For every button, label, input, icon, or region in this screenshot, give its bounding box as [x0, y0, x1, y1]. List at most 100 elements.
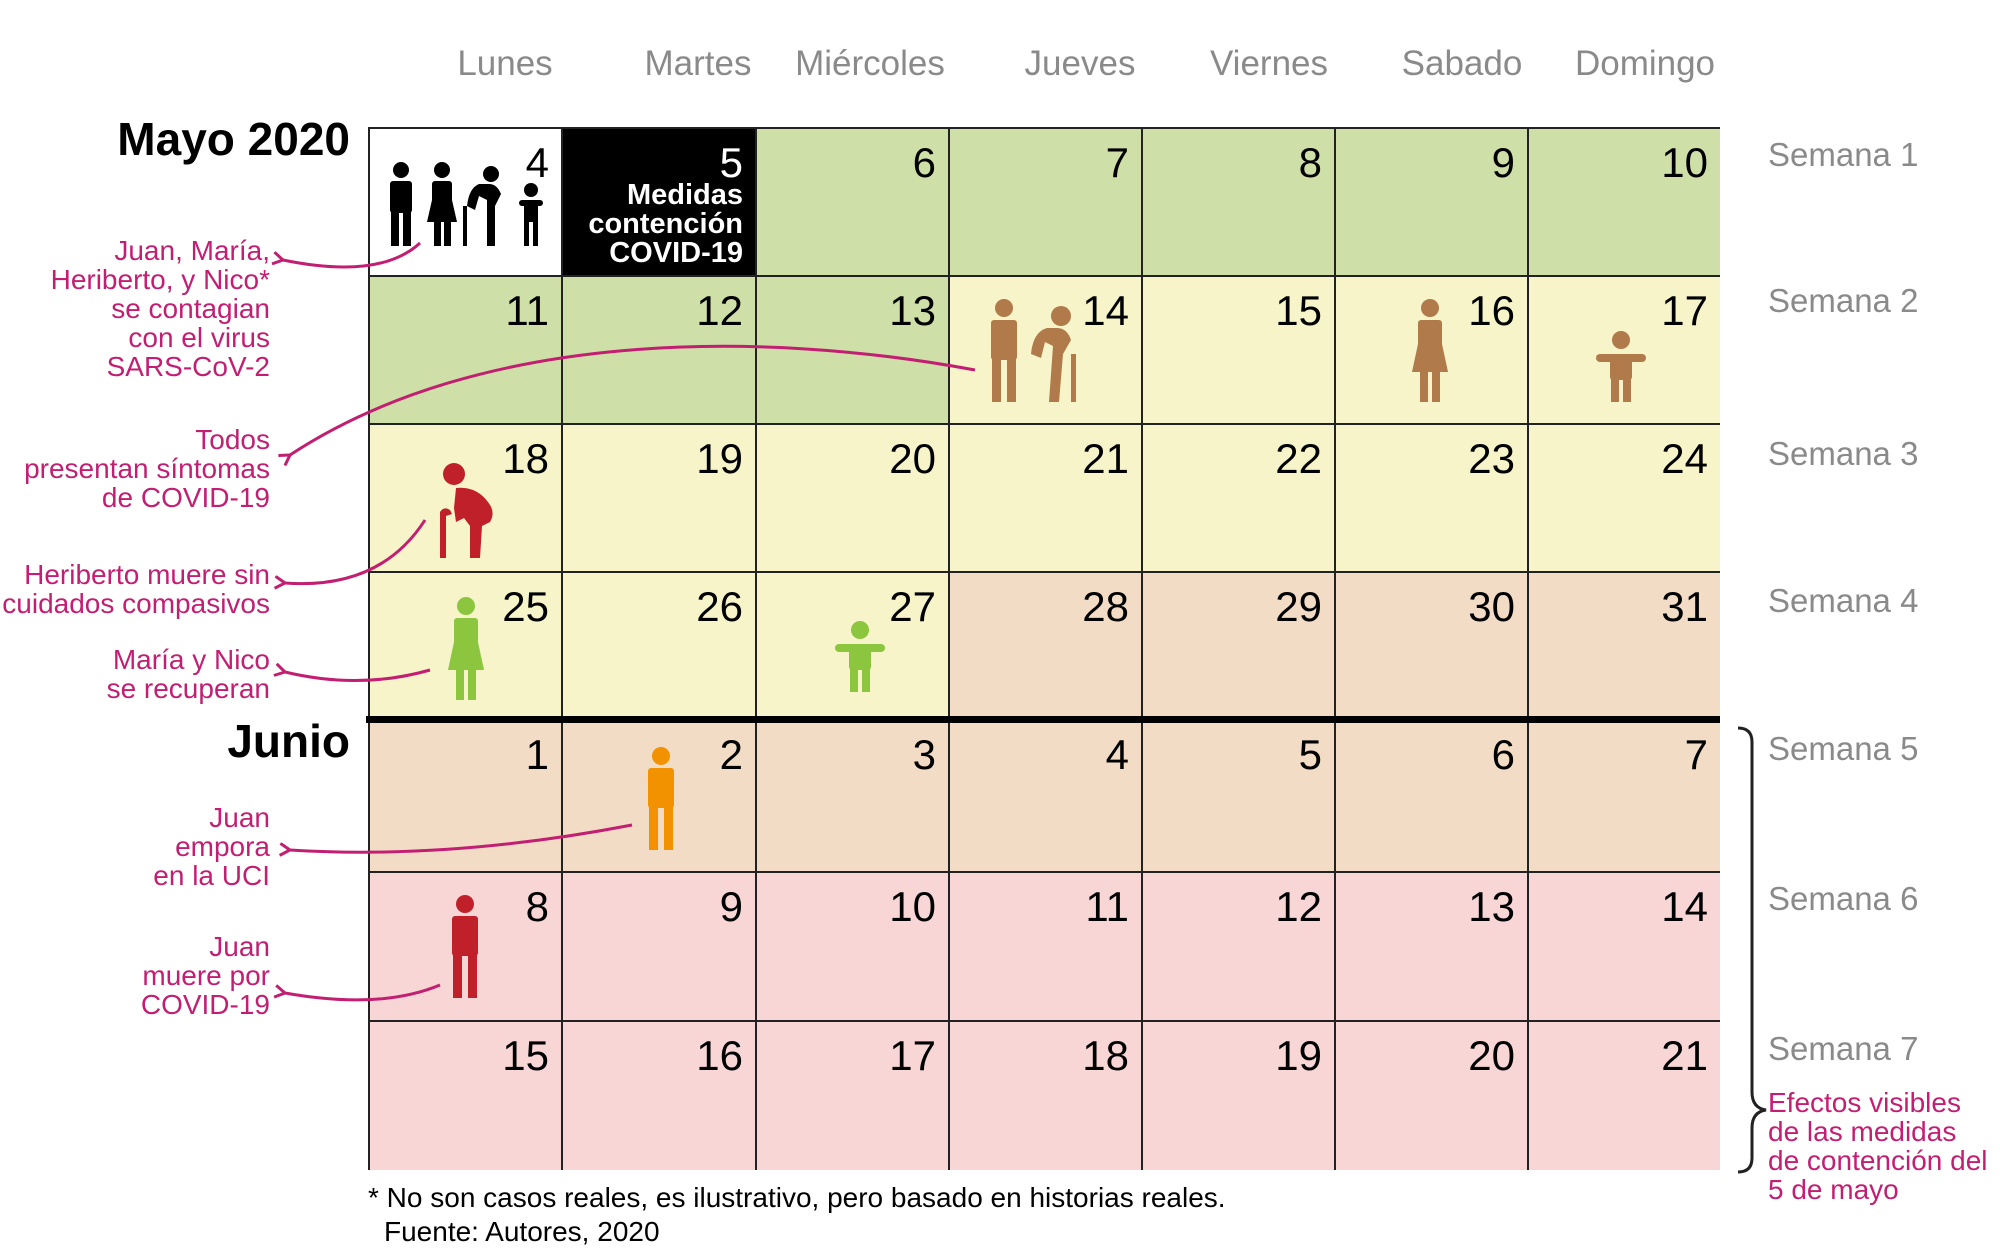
calendar-cell: 29	[1141, 571, 1334, 719]
child-icon	[835, 621, 885, 692]
week-label-6: Semana 6	[1768, 880, 1919, 917]
calendar-cell: 21	[1527, 1020, 1720, 1170]
day-number: 10	[889, 883, 936, 930]
calendar-cell: 4	[948, 719, 1141, 871]
annotation-recover: María y Nico se recuperan	[106, 644, 270, 704]
week-label-3: Semana 3	[1768, 435, 1919, 472]
calendar-cell: 15	[1141, 275, 1334, 423]
day-number: 27	[889, 583, 936, 630]
calendar-cell: 3	[755, 719, 948, 871]
calendar-cell: 17	[755, 1020, 948, 1170]
calendar-cell: 21	[948, 423, 1141, 571]
day-number: 17	[889, 1032, 936, 1079]
calendar-cell: 31	[1527, 571, 1720, 719]
day-number: 18	[1082, 1032, 1129, 1079]
day-number: 18	[502, 435, 549, 482]
day-number: 14	[1082, 287, 1129, 334]
calendar-cell: 7	[948, 127, 1141, 275]
day-number: 16	[696, 1032, 743, 1079]
family-group-icon	[390, 162, 543, 246]
calendar-cell: 8	[1141, 127, 1334, 275]
calendar-cell: 13	[1334, 871, 1527, 1020]
month-label-june: Junio	[227, 715, 350, 767]
day-number: 30	[1468, 583, 1515, 630]
calendar-cell: 14	[948, 275, 1141, 423]
day-number: 8	[1298, 139, 1322, 186]
calendar-cell: 1	[368, 719, 561, 871]
calendar-cell: 23	[1334, 423, 1527, 571]
day-number: 31	[1661, 583, 1708, 630]
calendar-cell: 5	[1141, 719, 1334, 871]
day-number: 15	[1275, 287, 1322, 334]
calendar-cell: 18	[948, 1020, 1141, 1170]
arrow-juan-dies	[285, 983, 441, 1002]
day-number: 4	[525, 139, 549, 186]
day-number: 22	[1275, 435, 1322, 482]
arrow-symptoms	[290, 344, 976, 455]
day-number: 10	[1661, 139, 1708, 186]
day-number: 21	[1661, 1032, 1708, 1079]
day-number: 20	[889, 435, 936, 482]
calendar-cell: 22	[1141, 423, 1334, 571]
calendar-cell: 9	[1334, 127, 1527, 275]
arrow-heriberto	[285, 519, 427, 584]
calendar-cell: 20	[1334, 1020, 1527, 1170]
day-number: 6	[912, 139, 936, 186]
annotation-heriberto-dies: Heriberto muere sin cuidados compasivos	[2, 559, 270, 619]
day-number: 3	[912, 731, 936, 778]
day-number: 2	[719, 731, 743, 778]
day-number: 17	[1661, 287, 1708, 334]
annotation-infection: Juan, María, Heriberto, y Nico* se conta…	[50, 235, 270, 382]
day-number: 13	[1468, 883, 1515, 930]
day-number: 13	[889, 287, 936, 334]
day-number: 23	[1468, 435, 1515, 482]
week-label-7: Semana 7	[1768, 1030, 1919, 1067]
calendar-cell: 15	[368, 1020, 561, 1170]
day-number: 19	[696, 435, 743, 482]
annotation-effects: Efectos visibles de las medidas de conte…	[1768, 1087, 1988, 1205]
week-label-2: Semana 2	[1768, 282, 1919, 319]
day-number: 1	[525, 731, 549, 778]
calendar-cell: 5 Medidas contención COVID-19	[561, 127, 755, 275]
month-divider	[366, 716, 1720, 723]
annotation-symptoms: Todos presentan síntomas de COVID-19	[24, 424, 270, 513]
child-icon	[1596, 331, 1646, 402]
day-number: 7	[1105, 139, 1129, 186]
weekday-saturday: Sabado	[1401, 44, 1523, 83]
day-number: 20	[1468, 1032, 1515, 1079]
day-number: 9	[1491, 139, 1515, 186]
day-number: 11	[1085, 883, 1129, 930]
calendar-cell: 10	[755, 871, 948, 1020]
day-number: 12	[696, 287, 743, 334]
calendar-cell: 16	[561, 1020, 755, 1170]
day-number: 5	[1298, 731, 1322, 778]
day-number: 11	[505, 287, 549, 334]
week-label-4: Semana 4	[1768, 582, 1919, 619]
calendar-cell: 19	[1141, 1020, 1334, 1170]
day-number: 4	[1105, 731, 1129, 778]
day-number: 28	[1082, 583, 1129, 630]
woman-icon	[448, 597, 484, 700]
weekday-friday: Viernes	[1209, 44, 1329, 83]
calendar-cell: 28	[948, 571, 1141, 719]
annotation-icu: Juan empora en la UCI	[153, 802, 270, 891]
day-number: 29	[1275, 583, 1322, 630]
annotation-juan-dies: Juan muere por COVID-19	[140, 931, 270, 1020]
weekday-monday: Lunes	[457, 44, 553, 83]
footnote: * No son casos reales, es ilustrativo, p…	[368, 1182, 1226, 1213]
calendar-cell: 20	[755, 423, 948, 571]
man-icon	[452, 895, 478, 998]
day-number: 16	[1468, 287, 1515, 334]
week-label-5: Semana 5	[1768, 730, 1919, 767]
day-number: 21	[1082, 435, 1129, 482]
calendar-cell: 14	[1527, 871, 1720, 1020]
week-label-1: Semana 1	[1768, 136, 1919, 173]
arrow-infection	[283, 241, 422, 269]
woman-icon	[1412, 299, 1448, 402]
calendar-cell: 26	[561, 571, 755, 719]
weekday-thursday: Jueves	[1024, 44, 1136, 83]
month-label-may: Mayo 2020	[117, 113, 350, 165]
calendar-cell: 10	[1527, 127, 1720, 275]
